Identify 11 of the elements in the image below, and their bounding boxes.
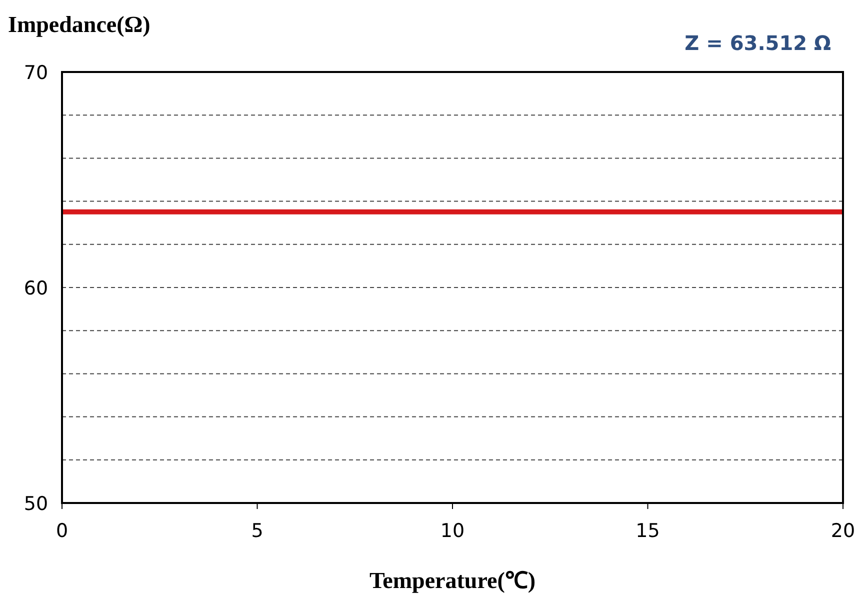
x-tick-label: 10	[440, 520, 465, 542]
x-tick-label: 5	[251, 520, 264, 542]
x-axis-title: Temperature(℃)	[369, 568, 536, 593]
text: Z = 63.512 Ω	[684, 31, 831, 55]
y-tick-label: 50	[24, 493, 48, 515]
x-tick-label: 0	[56, 520, 68, 542]
y-tick-label: 60	[24, 278, 48, 300]
y-axis-title: Impedance(Ω)	[8, 12, 150, 37]
x-tick-label: 20	[830, 520, 856, 542]
x-tick-label: 15	[636, 520, 660, 542]
y-tick-label: 70	[24, 62, 48, 84]
